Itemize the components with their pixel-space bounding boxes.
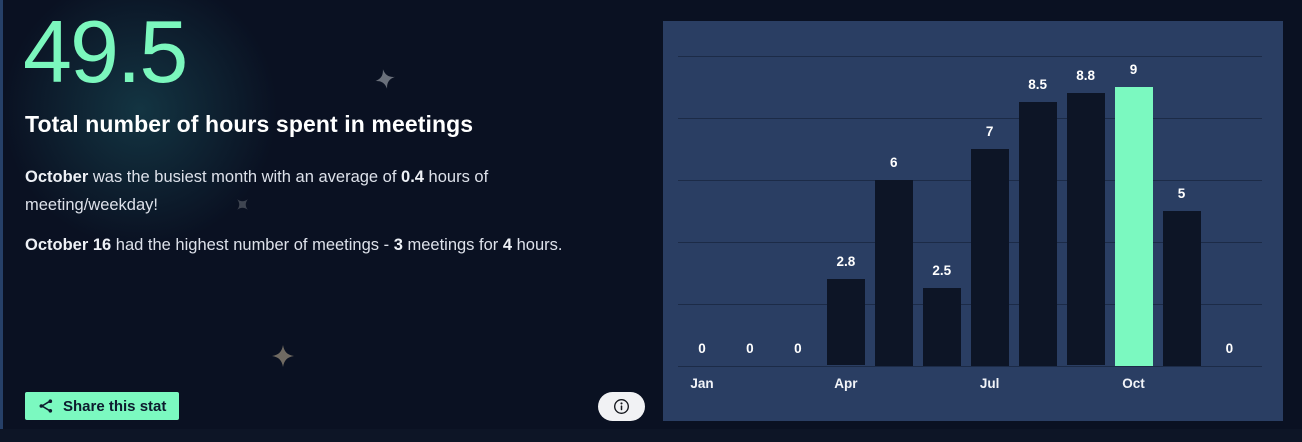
bar-value-label: 6 bbox=[890, 154, 898, 170]
left-edge-divider bbox=[0, 0, 3, 442]
stat-value: 49.5 bbox=[23, 2, 188, 101]
bar-value-label: 0 bbox=[698, 340, 706, 356]
bar-value-label: 5 bbox=[1177, 185, 1186, 201]
bar-oct[interactable] bbox=[1114, 86, 1153, 366]
bar-may[interactable] bbox=[874, 179, 913, 366]
x-axis-label-apr: Apr bbox=[834, 376, 858, 391]
bar-sep[interactable] bbox=[1066, 92, 1105, 366]
share-nodes-icon bbox=[39, 399, 53, 413]
info-button[interactable] bbox=[598, 392, 645, 421]
x-axis-label-jul: Jul bbox=[979, 376, 1000, 391]
y-gridline bbox=[678, 179, 1262, 181]
bar-value-label: 0 bbox=[1225, 340, 1234, 356]
y-gridline bbox=[678, 55, 1262, 57]
bar-value-label: 8.5 bbox=[1028, 77, 1048, 92]
bar-value-label: 9 bbox=[1129, 61, 1138, 77]
bottom-edge-strip bbox=[0, 429, 1302, 442]
insight-busiest-day: October 16 had the highest number of mee… bbox=[25, 236, 563, 254]
bar-jul[interactable] bbox=[970, 148, 1009, 366]
bar-value-label: 2.8 bbox=[836, 253, 856, 269]
x-axis-label-oct: Oct bbox=[1122, 376, 1145, 391]
y-gridline bbox=[678, 241, 1262, 243]
bar-value-label: 7 bbox=[985, 123, 994, 139]
sparkle-star-icon bbox=[375, 69, 395, 89]
bar-value-label: 2.5 bbox=[932, 263, 952, 278]
stat-title: Total number of hours spent in meetings bbox=[25, 111, 474, 137]
bar-nov[interactable] bbox=[1162, 210, 1201, 366]
y-gridline bbox=[678, 365, 1262, 367]
bar-value-label: 0 bbox=[746, 340, 754, 356]
bar-apr[interactable] bbox=[826, 278, 865, 366]
y-gridline bbox=[678, 117, 1262, 119]
insight-busiest-month: October was the busiest month with an av… bbox=[25, 168, 489, 214]
bar-value-label: 8.8 bbox=[1076, 67, 1095, 83]
y-gridline bbox=[678, 303, 1262, 305]
x-axis-label-jan: Jan bbox=[690, 376, 714, 391]
monthly-meeting-hours-bar-chart: 0 0 0 2.8 6 2.5 7 8.5 8.8 9 5 0 Jan Apr Jul Oct bbox=[663, 21, 1283, 421]
share-button-label: Share this stat bbox=[63, 397, 167, 415]
share-button[interactable]: Share this stat bbox=[25, 392, 180, 420]
bar-aug[interactable] bbox=[1018, 102, 1057, 366]
sparkle-star-icon bbox=[272, 345, 294, 367]
info-circle-icon bbox=[614, 399, 629, 414]
bar-jun[interactable] bbox=[922, 288, 961, 366]
bar-value-label: 0 bbox=[794, 340, 802, 356]
